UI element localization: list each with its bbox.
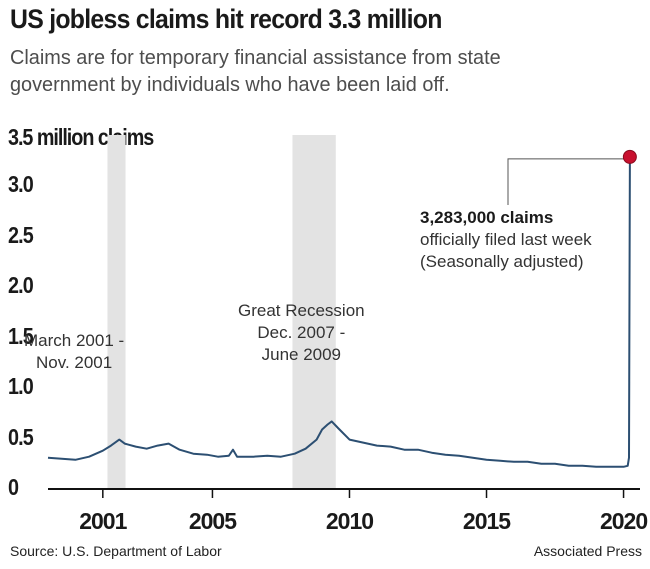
great-recession-label: Great Recession Dec. 2007 - June 2009 [238,300,365,366]
series-line-1 [47,156,631,468]
source-note: Source: U.S. Department of Labor [10,543,222,559]
credit-note: Associated Press [533,543,642,559]
y-tick-label-1.0: 1.0 [8,373,34,400]
recession-2001-label-line-1: March 2001 - [24,331,125,350]
great-recession-label-line-2: Dec. 2007 - [257,323,346,342]
recession-band-1 [107,135,126,488]
y-tick-label-1.5: 1.5 [8,322,34,349]
recession-band-2 [292,135,336,488]
x-tick-label-2020: 2020 [599,508,648,534]
y-tick-label-2.5: 2.5 [8,221,34,248]
y-tick-label-3.0: 3.0 [8,171,34,198]
y-tick-label-0: 0 [8,474,19,500]
y-tick-label-2.0: 2.0 [8,272,34,299]
record-claims-annotation: 3,283,000 claims officially filed last w… [420,207,592,273]
chart-title: US jobless claims hit record 3.3 million [10,4,442,34]
recession-2001-label: March 2001 - Nov. 2001 [24,330,124,374]
record-claims-count: 3,283,000 claims [420,208,554,227]
y-tick-label-0.5: 0.5 [8,423,34,450]
recession-2001-label-line-2: Nov. 2001 [35,353,113,372]
chart-subtitle: Claims are for temporary financial assis… [10,46,501,96]
record-claims-desc-line-2: (Seasonally adjusted) [420,252,584,271]
y-axis-unit-label: 3.5 million claims [8,124,154,150]
highlight-leader-line [507,158,624,205]
x-tick-label-2015: 2015 [462,508,511,534]
great-recession-label-line-3: June 2009 [261,345,342,364]
great-recession-label-line-1: Great Recession [238,301,365,320]
highlight-point [622,149,637,164]
x-tick-label-2005: 2005 [188,508,237,534]
x-tick-label-2010: 2010 [325,508,374,534]
record-claims-desc-line-1: officially filed last week [420,230,592,249]
x-tick-label-2001: 2001 [79,508,127,534]
